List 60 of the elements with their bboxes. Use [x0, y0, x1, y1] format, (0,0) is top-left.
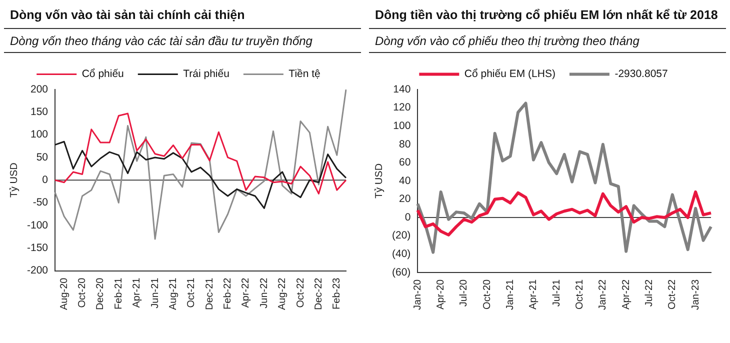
- x-tick-label: Oct-21: [574, 278, 586, 310]
- y-tick-label: 120: [393, 102, 411, 114]
- y-tick-label: 0: [404, 211, 411, 224]
- x-tick-label: Aug-20: [58, 277, 70, 310]
- x-tick-label: Jul-22: [644, 279, 655, 307]
- y-tick-label: -100: [27, 219, 48, 232]
- chart-title: Dông tiền vào thị trường cổ phiếu EM lớn nhất kể từ 2018: [369, 0, 726, 29]
- x-tick-label: Dec-22: [313, 277, 324, 310]
- legend-label: Cổ phiếu: [82, 68, 124, 80]
- x-tick-label: Aug-22: [277, 277, 288, 310]
- x-tick-label: Apr-22: [620, 278, 632, 310]
- legend-label: Tiền tệ: [288, 68, 321, 80]
- y-axis-title: Tỷ USD: [374, 163, 385, 198]
- y-tick-label: 140: [393, 83, 411, 96]
- x-tick-label: Jan-23: [690, 278, 702, 310]
- x-tick-label: Dec-20: [95, 277, 106, 310]
- x-tick-label: Jul-21: [551, 279, 562, 307]
- legend-label: Trái phiếu: [183, 68, 230, 80]
- x-tick-label: Jan-22: [598, 278, 609, 310]
- y-tick-label: 100: [393, 120, 411, 132]
- chart-subtitle: Dòng vốn vào cổ phiếu theo thị trường theo tháng: [369, 29, 726, 53]
- x-tick-label: Apr-21: [528, 278, 540, 310]
- x-tick-label: Apr-22: [240, 277, 252, 308]
- x-tick-label: Jul-20: [458, 279, 470, 307]
- y-tick-label: 40: [398, 174, 411, 187]
- y-tick-label: (20): [392, 230, 411, 242]
- x-tick-label: Oct-22: [295, 277, 306, 308]
- legend-label: -2930.8057: [614, 68, 668, 80]
- y-tick-label: -200: [27, 264, 48, 277]
- y-tick-label: 80: [398, 138, 411, 150]
- x-tick-label: Oct-22: [667, 278, 678, 310]
- x-tick-label: Feb-22: [222, 277, 234, 310]
- y-tick-label: 100: [30, 128, 48, 141]
- y-tick-label: 200: [30, 83, 48, 96]
- y-tick-label: -150: [27, 242, 48, 254]
- y-tick-label: (40): [392, 248, 411, 260]
- chart-title: Dòng vốn vào tài sản tài chính cải thiện: [4, 0, 361, 29]
- y-tick-label: 60: [398, 156, 411, 169]
- y-tick-label: -50: [32, 196, 48, 209]
- y-tick-label: 50: [36, 151, 48, 164]
- legend-label: Cổ phiếu EM (LHS): [464, 68, 556, 80]
- x-tick-label: Jan-21: [505, 278, 516, 310]
- y-tick-label: 150: [30, 106, 48, 118]
- x-tick-label: Apr-20: [436, 278, 447, 310]
- x-tick-label: Oct-21: [186, 277, 198, 308]
- x-tick-label: Jun-22: [258, 277, 270, 308]
- y-tick-label: 20: [398, 193, 411, 206]
- x-tick-label: Feb-21: [113, 277, 124, 310]
- x-tick-label: Oct-20: [77, 277, 88, 308]
- y-tick-label: (60): [392, 266, 411, 278]
- x-tick-label: Jun-21: [150, 277, 161, 308]
- x-tick-label: Oct-20: [482, 278, 493, 310]
- x-tick-label: Aug-21: [168, 277, 179, 310]
- y-axis-title: Tỷ USD: [8, 162, 20, 198]
- y-tick-label: 0: [42, 174, 48, 186]
- x-tick-label: Dec-21: [204, 277, 216, 310]
- x-tick-label: Apr-21: [132, 277, 143, 308]
- x-tick-label: Jan-20: [412, 278, 424, 310]
- x-tick-label: Feb-23: [332, 277, 343, 310]
- chart-subtitle: Dòng vốn theo tháng vào các tài sản đầu tư truyền thống: [4, 29, 361, 53]
